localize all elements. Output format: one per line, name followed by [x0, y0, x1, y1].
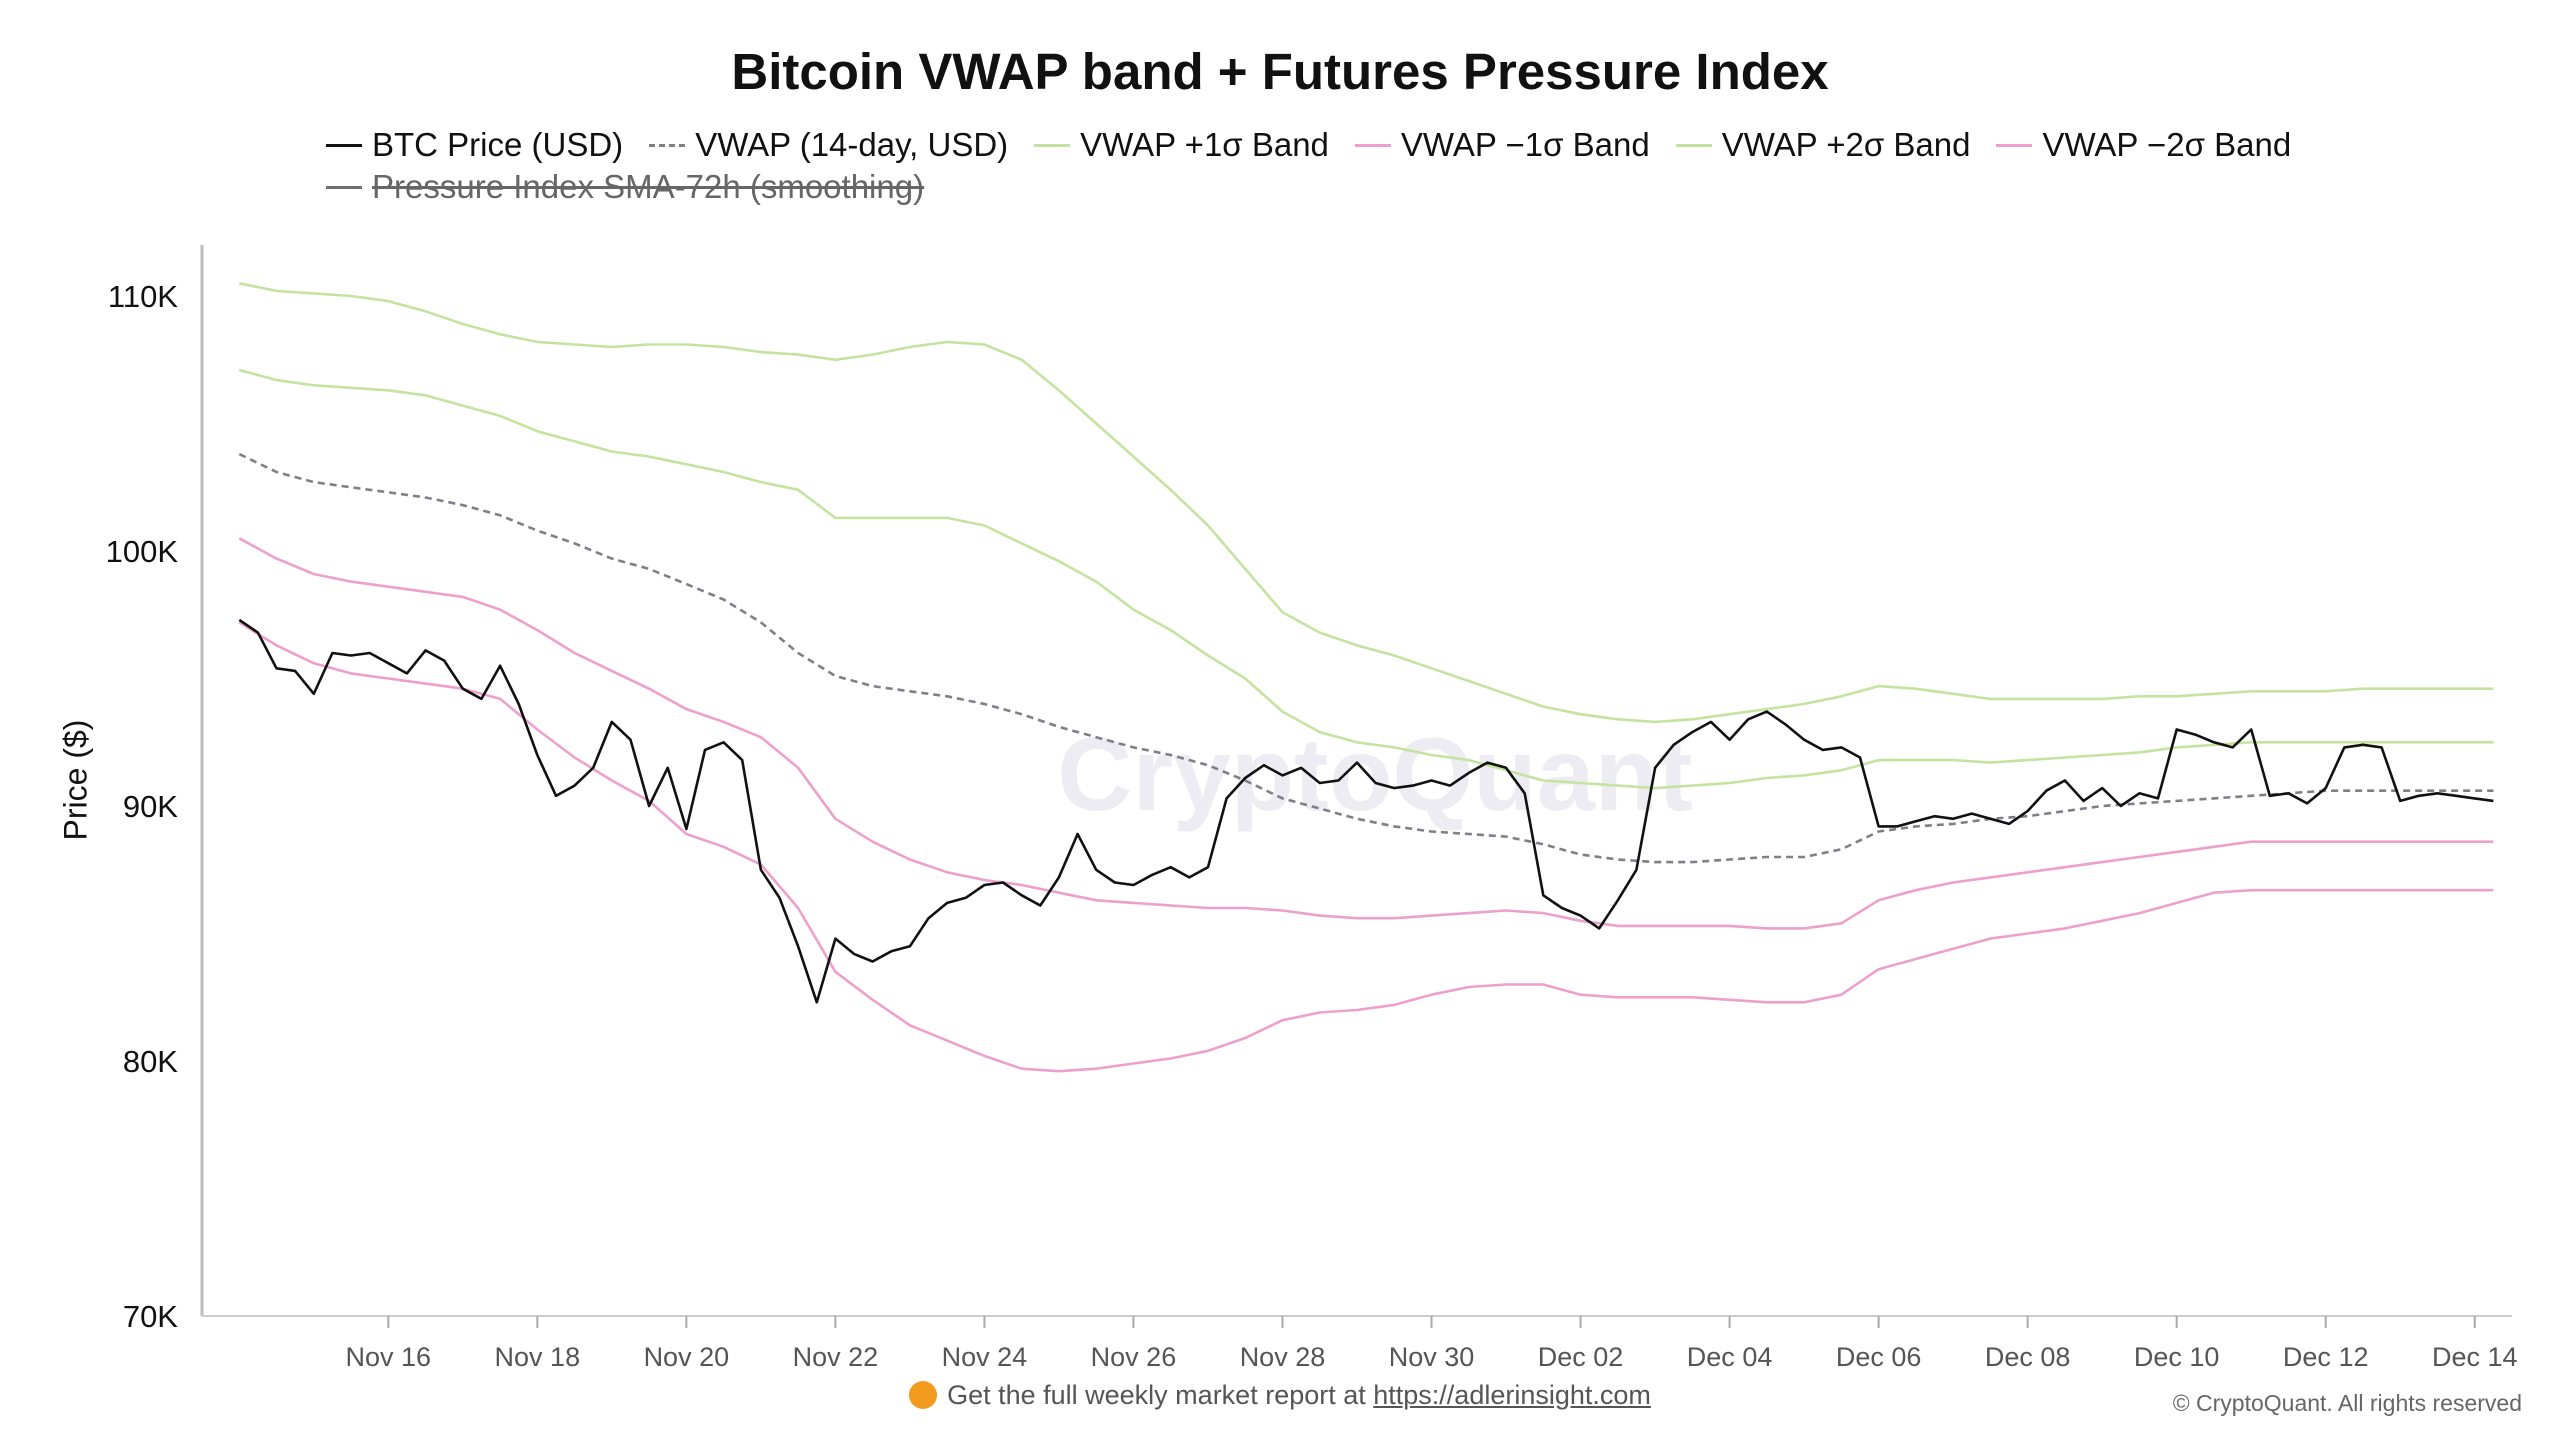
legend-swatch: [1996, 143, 2033, 147]
legend-label: VWAP +1σ Band: [1080, 126, 1329, 163]
series-line-vwap-plus2-band: [239, 282, 2494, 724]
y-tick-label: 80K: [123, 1044, 178, 1079]
legend-swatch: [326, 185, 362, 189]
y-tick-label: 110K: [108, 279, 178, 314]
orange-circle-icon: [909, 1381, 938, 1409]
series-line-btc-price-usd: [238, 618, 2494, 1004]
legend-item[interactable]: VWAP −2σ Band: [1996, 126, 2291, 164]
copyright-notice: © CryptoQuant. All rights reserved: [2172, 1390, 2522, 1416]
legend-swatch: [1675, 143, 1712, 147]
legend-item[interactable]: VWAP +1σ Band: [1034, 126, 1329, 164]
y-tick-label: 70K: [123, 1299, 178, 1334]
x-tick-label: Dec 08: [1985, 1342, 2071, 1372]
x-tick-label: Nov 24: [942, 1342, 1028, 1372]
x-tick-label: Nov 22: [793, 1342, 879, 1372]
legend-label: VWAP (14-day, USD): [695, 126, 1009, 163]
legend-row-1: BTC Price (USD) VWAP (14-day, USD) VWAP +1…: [326, 126, 2317, 164]
x-tick-label: Nov 26: [1091, 1342, 1177, 1372]
x-tick-label: Nov 30: [1389, 1342, 1475, 1372]
series-line-vwap-1-band: [238, 537, 2494, 930]
legend-item[interactable]: BTC Price (USD): [326, 126, 623, 164]
x-tick-label: Nov 18: [495, 1342, 581, 1372]
x-tick-label: Dec 10: [2134, 1342, 2220, 1372]
legend-item[interactable]: VWAP +2σ Band: [1675, 126, 1971, 164]
legend-label: BTC Price (USD): [372, 126, 624, 163]
legend-label: Pressure Index SMA-72h (smoothing): [372, 168, 925, 205]
x-tick-label: Dec 14: [2432, 1342, 2518, 1372]
chart-title: Bitcoin VWAP band + Futures Pressure Ind…: [731, 43, 1829, 100]
series-line-vwap-plus1-band: [238, 368, 2494, 790]
legend-swatch: [326, 143, 362, 147]
series-line-vwap-2-band: [238, 621, 2494, 1073]
series-line-vwap-14-day-usd: [238, 452, 2494, 864]
footer-prefix: Get the full weekly market report at: [947, 1380, 1374, 1410]
legend-item[interactable]: VWAP (14-day, USD): [649, 126, 1008, 164]
footer-promo: Get the full weekly market report at htt…: [0, 1380, 2560, 1411]
y-tick-label: 100K: [106, 534, 179, 569]
y-tick-label: 90K: [123, 789, 178, 824]
legend-swatch: [649, 143, 686, 147]
x-tick-label: Dec 06: [1836, 1342, 1922, 1372]
x-tick-label: Nov 16: [346, 1342, 432, 1372]
legend-item[interactable]: Pressure Index SMA-72h (smoothing): [326, 168, 924, 206]
legend-label: VWAP −2σ Band: [2042, 126, 2292, 163]
x-tick-label: Nov 28: [1240, 1342, 1326, 1372]
footer-link[interactable]: https://adlerinsight.com: [1373, 1380, 1651, 1410]
x-tick-label: Dec 04: [1687, 1342, 1773, 1372]
x-tick-label: Dec 02: [1538, 1342, 1624, 1372]
legend-row-2: Pressure Index SMA-72h (smoothing): [326, 168, 950, 206]
legend-swatch: [1034, 143, 1071, 147]
legend-label: VWAP +2σ Band: [1721, 126, 1971, 163]
legend-label: VWAP −1σ Band: [1400, 126, 1650, 163]
watermark-text: CryptoQuant: [1057, 717, 1693, 833]
legend-swatch: [1354, 143, 1391, 147]
legend-item[interactable]: VWAP −1σ Band: [1354, 126, 1650, 164]
x-tick-label: Dec 12: [2283, 1342, 2369, 1372]
x-tick-label: Nov 20: [644, 1342, 730, 1372]
